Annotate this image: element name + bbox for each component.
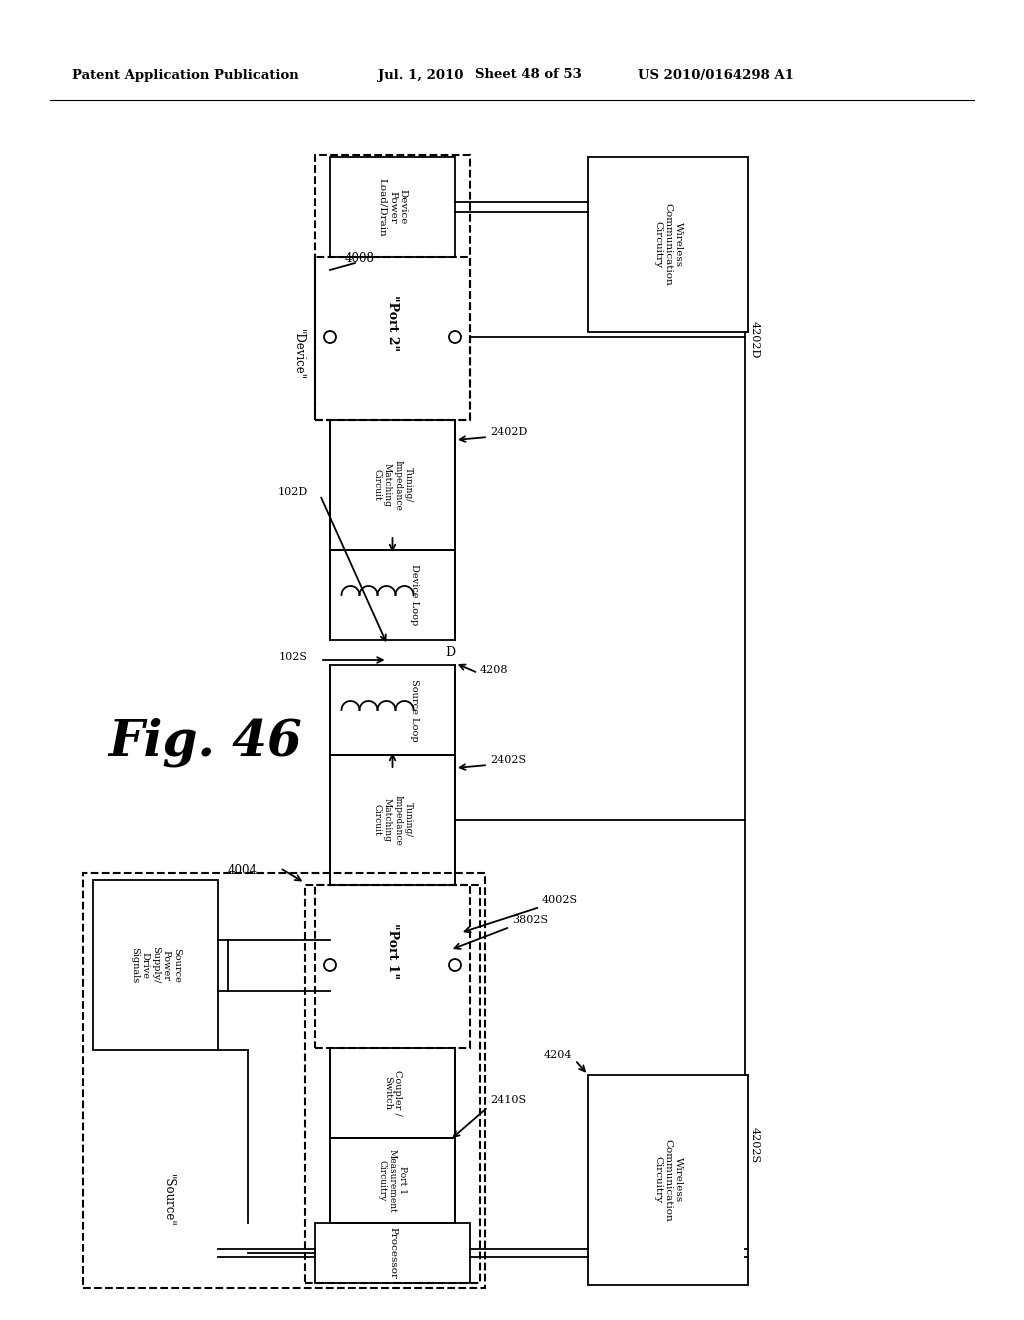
Text: 4208: 4208: [480, 665, 509, 675]
Bar: [330, 420, 455, 550]
Bar: [588, 1074, 748, 1284]
Bar: [330, 550, 455, 640]
Bar: [315, 257, 470, 420]
Text: Source
Power
Supply/
Drive
Signals: Source Power Supply/ Drive Signals: [130, 946, 181, 983]
Text: Sheet 48 of 53: Sheet 48 of 53: [475, 69, 582, 82]
Text: Device
Power
Load/Drain: Device Power Load/Drain: [378, 178, 408, 236]
Circle shape: [449, 331, 461, 343]
Bar: [315, 154, 470, 420]
Text: 3802S: 3802S: [512, 915, 548, 925]
Text: Tuning/
Impedance
Matching
Circuit: Tuning/ Impedance Matching Circuit: [373, 795, 413, 845]
Text: 4004: 4004: [228, 863, 258, 876]
Bar: [330, 1048, 455, 1138]
Text: Patent Application Publication: Patent Application Publication: [72, 69, 299, 82]
Text: Wireless
Communication
Circuitry: Wireless Communication Circuitry: [653, 203, 683, 286]
Circle shape: [324, 960, 336, 972]
Bar: [93, 880, 218, 1049]
Text: 102D: 102D: [278, 487, 308, 498]
Text: Coupler /
Switch: Coupler / Switch: [383, 1071, 402, 1115]
Text: "Source": "Source": [162, 1173, 174, 1226]
Bar: [330, 1138, 455, 1224]
Text: Tuning/
Impedance
Matching
Circuit: Tuning/ Impedance Matching Circuit: [373, 459, 413, 511]
Text: Processor: Processor: [388, 1228, 397, 1279]
Text: D: D: [445, 645, 455, 659]
Bar: [588, 157, 748, 333]
Text: Jul. 1, 2010: Jul. 1, 2010: [378, 69, 464, 82]
Bar: [315, 884, 470, 1048]
Text: Device Loop: Device Loop: [410, 565, 419, 626]
Text: 4002S: 4002S: [542, 895, 579, 906]
Text: 4008: 4008: [345, 252, 375, 264]
Bar: [315, 1224, 470, 1283]
Text: 2402D: 2402D: [490, 426, 527, 437]
Circle shape: [324, 331, 336, 343]
Text: Port 1
Measurement
Circuitry: Port 1 Measurement Circuitry: [378, 1148, 408, 1213]
Text: "Device": "Device": [292, 330, 304, 380]
Bar: [330, 755, 455, 884]
Text: Source Loop: Source Loop: [410, 678, 419, 742]
Text: 2410S: 2410S: [490, 1096, 526, 1105]
Text: US 2010/0164298 A1: US 2010/0164298 A1: [638, 69, 794, 82]
Text: "Port 1": "Port 1": [386, 924, 399, 979]
Text: 4202D: 4202D: [750, 321, 760, 359]
Circle shape: [449, 960, 461, 972]
Bar: [305, 884, 480, 1283]
Bar: [83, 873, 485, 1288]
Bar: [330, 157, 455, 257]
Text: 2402S: 2402S: [490, 755, 526, 766]
Bar: [330, 665, 455, 755]
Text: 4202S: 4202S: [750, 1127, 760, 1163]
Text: "Port 2": "Port 2": [386, 296, 399, 351]
Text: Wireless
Communication
Circuitry: Wireless Communication Circuitry: [653, 1139, 683, 1221]
Text: 4204: 4204: [544, 1049, 572, 1060]
Text: Fig. 46: Fig. 46: [108, 717, 302, 767]
Text: 102S: 102S: [279, 652, 308, 663]
